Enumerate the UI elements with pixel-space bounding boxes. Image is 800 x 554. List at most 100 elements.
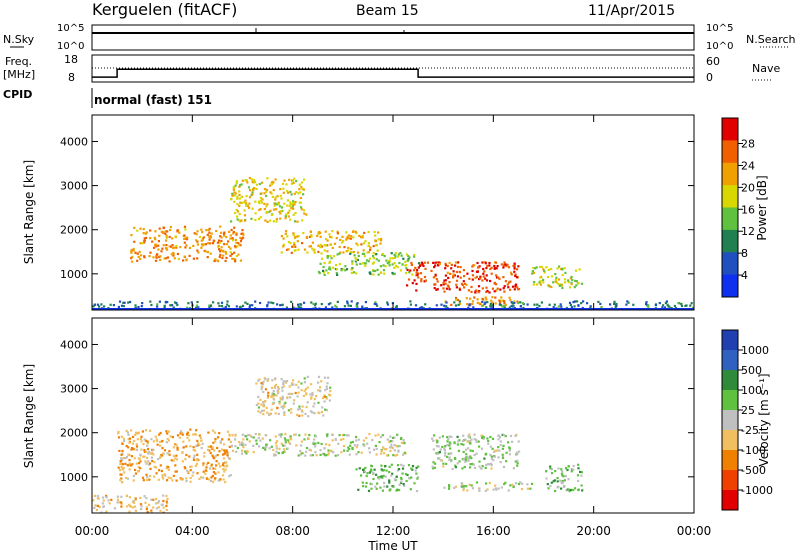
power-cell: [345, 250, 348, 253]
power-cell: [352, 271, 356, 274]
power-cell: [276, 203, 279, 206]
power-cell: [504, 303, 507, 307]
power-cell: [233, 194, 236, 197]
power-cell: [313, 251, 316, 254]
velocity-cell: [415, 466, 418, 469]
velocity-cell: [234, 445, 237, 448]
power-cell: [343, 305, 346, 308]
velocity-cell: [198, 434, 201, 437]
velocity-cell: [366, 442, 369, 445]
velocity-cell: [291, 392, 294, 396]
velocity-cell: [342, 438, 345, 441]
power-cell: [356, 302, 359, 305]
velocity-cell: [508, 453, 511, 456]
power-cell: [200, 246, 203, 249]
velocity-cell: [269, 412, 272, 415]
velocity-cell: [148, 450, 151, 453]
power-cell: [233, 191, 236, 194]
velocity-cell: [148, 462, 151, 465]
velocity-cell: [471, 487, 474, 490]
velocity-cell: [311, 411, 314, 414]
power-cell: [413, 253, 416, 256]
velocity-cell: [229, 440, 232, 443]
velocity-cell: [121, 442, 124, 446]
power-cell: [139, 257, 142, 260]
power-cell: [547, 268, 550, 271]
velocity-cell: [146, 478, 149, 482]
power-cell: [434, 283, 437, 286]
power-cell: [171, 304, 174, 307]
power-cell: [471, 274, 474, 277]
power-cell: [136, 252, 139, 255]
velocity-cell: [446, 455, 449, 458]
nave-label: Nave: [752, 62, 780, 75]
velocity-colorbar-tick-label: 100: [741, 384, 762, 397]
velocity-cell: [397, 468, 401, 471]
velocity-cell: [157, 458, 160, 461]
power-cell: [259, 301, 262, 305]
velocity-cell: [396, 433, 399, 436]
power-cell: [260, 192, 263, 195]
velocity-cell: [386, 485, 389, 488]
velocity-cell: [223, 470, 226, 473]
velocity-cell: [290, 411, 293, 414]
power-cell: [385, 259, 388, 262]
power-cell: [414, 266, 417, 269]
velocity-cell: [577, 467, 580, 470]
velocity-cell: [215, 460, 218, 463]
velocity-cell: [375, 453, 378, 456]
power-cell: [316, 234, 319, 238]
velocity-cell: [550, 481, 553, 484]
power-cell: [292, 201, 295, 204]
power-cell: [301, 242, 304, 245]
power-cell: [235, 241, 238, 244]
velocity-cell: [388, 471, 391, 474]
power-cell: [303, 248, 307, 251]
power-cell: [261, 181, 264, 184]
velocity-cell: [161, 476, 164, 479]
power-cell: [280, 197, 283, 200]
power-cell: [453, 274, 456, 277]
velocity-cell: [125, 445, 128, 448]
power-cell: [149, 300, 152, 303]
power-cell: [452, 270, 455, 273]
velocity-cell: [368, 447, 371, 450]
power-cell: [509, 299, 512, 302]
power-cell: [207, 229, 210, 232]
power-cell: [417, 272, 420, 275]
velocity-cell: [152, 453, 155, 456]
power-cell: [458, 300, 461, 303]
power-cell: [231, 253, 234, 256]
velocity-cell: [290, 383, 293, 386]
power-x-ticks: [91, 115, 695, 310]
velocity-cell: [258, 433, 261, 436]
power-cell: [502, 287, 505, 290]
velocity-cell: [314, 451, 317, 454]
power-cell: [516, 300, 519, 303]
velocity-cell: [351, 440, 354, 444]
power-cell: [373, 302, 376, 305]
velocity-cell: [327, 376, 330, 379]
power-cell: [496, 265, 499, 268]
power-cell: [212, 239, 215, 242]
power-cell: [563, 267, 566, 270]
velocity-cell: [473, 433, 476, 436]
velocity-cell: [199, 476, 203, 479]
velocity-cell: [174, 457, 177, 460]
velocity-cell: [134, 509, 137, 512]
velocity-cell: [273, 454, 276, 457]
velocity-cell: [448, 441, 451, 444]
power-cell: [542, 268, 545, 271]
velocity-cell: [133, 501, 136, 504]
power-cell: [444, 264, 447, 267]
power-cell: [335, 264, 338, 267]
nsky-label: N.Sky: [3, 33, 35, 46]
velocity-cell: [175, 444, 178, 447]
velocity-cell: [120, 501, 123, 504]
power-cell: [369, 271, 372, 274]
velocity-cell: [576, 474, 580, 477]
power-cell: [510, 301, 513, 304]
velocity-cell: [312, 405, 315, 408]
velocity-cell: [438, 451, 441, 454]
power-cell: [507, 286, 510, 289]
